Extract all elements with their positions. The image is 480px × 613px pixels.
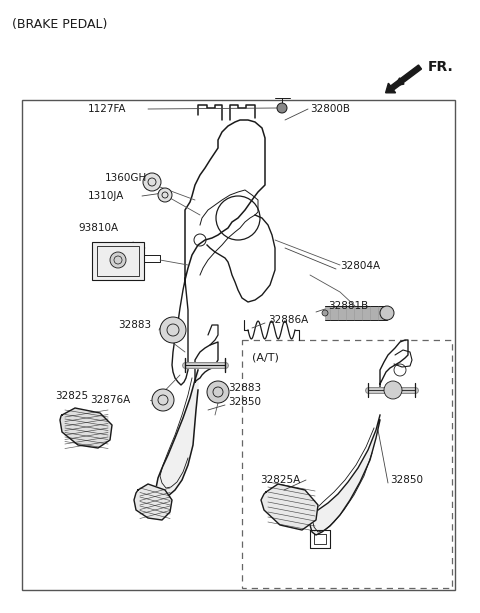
Text: 93810A: 93810A [78, 223, 118, 233]
Text: 32886A: 32886A [268, 315, 308, 325]
Text: 32876A: 32876A [90, 395, 130, 405]
FancyArrow shape [385, 65, 421, 93]
Text: 32804A: 32804A [340, 261, 380, 271]
Text: 1310JA: 1310JA [88, 191, 124, 201]
Text: (A/T): (A/T) [252, 352, 279, 362]
Circle shape [143, 173, 161, 191]
Polygon shape [261, 484, 318, 530]
Text: 32881B: 32881B [328, 301, 368, 311]
Text: 32883: 32883 [118, 320, 151, 330]
Bar [97, 246, 139, 276]
Text: 32883: 32883 [228, 383, 261, 393]
Polygon shape [310, 415, 380, 535]
Text: 1360GH: 1360GH [105, 173, 147, 183]
Circle shape [384, 381, 402, 399]
Circle shape [380, 306, 394, 320]
Text: 32850: 32850 [228, 397, 261, 407]
Text: FR.: FR. [428, 60, 454, 74]
Text: 32850: 32850 [390, 475, 423, 485]
Polygon shape [60, 408, 112, 448]
Bar [22, 100, 455, 590]
Text: 32800B: 32800B [310, 104, 350, 114]
Circle shape [110, 252, 126, 268]
Circle shape [322, 310, 328, 316]
Circle shape [160, 317, 186, 343]
Bar [242, 340, 452, 588]
Text: 32825: 32825 [55, 391, 88, 401]
Circle shape [207, 381, 229, 403]
Polygon shape [156, 370, 198, 498]
Circle shape [277, 103, 287, 113]
Circle shape [152, 389, 174, 411]
Bar [325, 306, 387, 320]
Text: 32825A: 32825A [260, 475, 300, 485]
Text: 1127FA: 1127FA [88, 104, 127, 114]
Text: (BRAKE PEDAL): (BRAKE PEDAL) [12, 18, 108, 31]
Polygon shape [134, 484, 172, 520]
Bar [92, 242, 144, 280]
Circle shape [158, 188, 172, 202]
